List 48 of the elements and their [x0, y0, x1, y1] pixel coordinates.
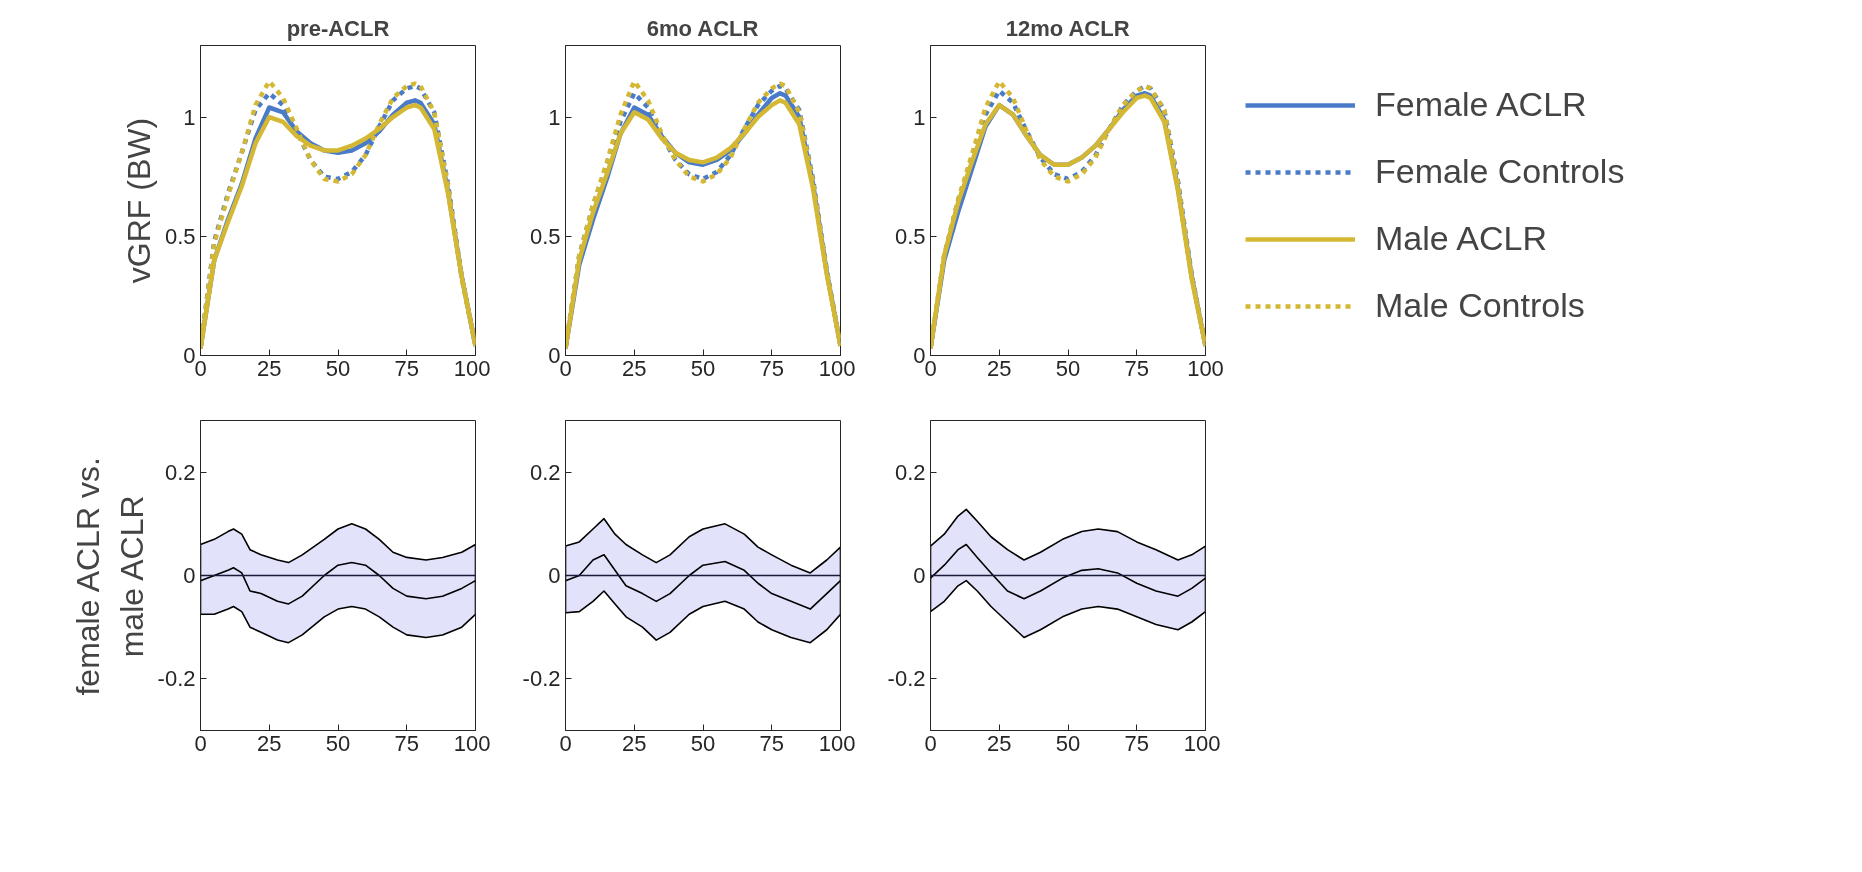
y-tick-label: 0: [183, 563, 196, 588]
x-tick-label: 100: [453, 355, 491, 381]
x-tick-label: 25: [257, 355, 282, 381]
x-tick-label: 25: [987, 355, 1012, 381]
x-tick-label: 100: [1183, 730, 1221, 756]
x-tick-label: 100: [1187, 355, 1224, 381]
y-tick-label: -0.2: [522, 666, 561, 692]
y-tick-label: 0: [913, 563, 926, 588]
legend-label: Male Controls: [1375, 286, 1585, 325]
y-tick-label: 0.2: [894, 459, 926, 485]
x-tick-label: 25: [987, 730, 1012, 756]
y-tick-label: 1: [183, 104, 196, 130]
y-tick-label: 0.5: [164, 223, 196, 249]
x-tick-label: 50: [325, 355, 351, 381]
y-tick-label: 0.2: [529, 459, 561, 485]
y-tick-label: 0.5: [529, 223, 561, 249]
y-tick-label: 1: [913, 104, 926, 130]
y-tick-label: 0: [548, 563, 561, 588]
y-axis-title: female ACLR vs. male ACLR: [70, 457, 150, 696]
x-tick-label: 100: [453, 730, 491, 756]
x-tick-label: 75: [394, 355, 419, 381]
y-tick-label: 0.2: [164, 459, 196, 485]
x-tick-label: 50: [690, 730, 716, 756]
x-tick-label: 75: [1124, 730, 1149, 756]
y-axis-title: vGRF (BW): [120, 117, 157, 284]
x-tick-label: 50: [1055, 355, 1081, 381]
x-tick-label: 75: [394, 730, 419, 756]
chart-title: pre-ACLR: [286, 15, 390, 41]
chart-title: 6mo ACLR: [646, 15, 759, 41]
y-tick-label: 1: [548, 104, 561, 130]
legend-label: Female ACLR: [1375, 85, 1587, 124]
x-tick-label: 100: [818, 355, 856, 381]
y-tick-label: -0.2: [157, 666, 196, 692]
chart-title: 12mo ACLR: [1005, 15, 1130, 41]
x-tick-label: 100: [818, 730, 856, 756]
x-tick-label: 75: [759, 730, 784, 756]
x-tick-label: 75: [1124, 355, 1149, 381]
legend-label: Female Controls: [1375, 152, 1625, 191]
x-tick-label: 25: [622, 355, 647, 381]
y-tick-label: 0.5: [894, 223, 926, 249]
x-tick-label: 25: [257, 730, 282, 756]
x-tick-label: 75: [759, 355, 784, 381]
legend-label: Male ACLR: [1375, 219, 1547, 258]
x-tick-label: 50: [325, 730, 351, 756]
x-tick-label: 25: [622, 730, 647, 756]
x-tick-label: 50: [1055, 730, 1081, 756]
y-tick-label: -0.2: [887, 666, 926, 692]
x-tick-label: 50: [690, 355, 716, 381]
